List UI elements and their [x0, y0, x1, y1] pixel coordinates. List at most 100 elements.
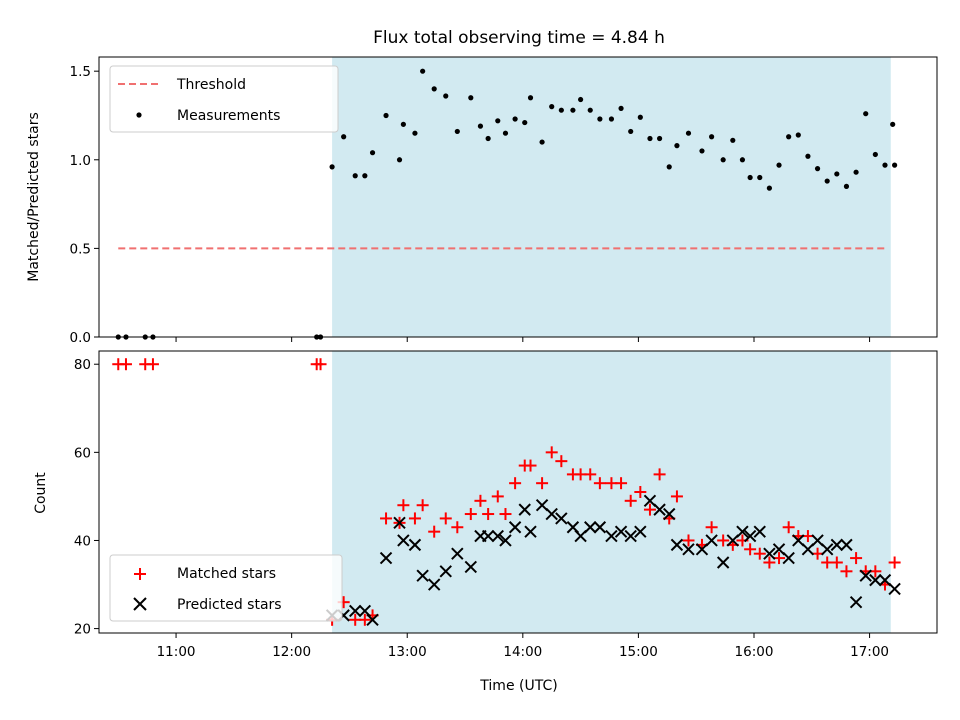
measurement-point: [396, 157, 403, 163]
x-axis-label: Time (UTC): [479, 678, 557, 694]
measurement-point: [352, 173, 358, 179]
measurement-point: [341, 134, 347, 140]
predicted-point: [743, 529, 757, 543]
top-ylabel: Matched/Predicted stars: [26, 112, 42, 282]
measurement-point: [685, 130, 692, 136]
predicted-point: [726, 534, 740, 547]
matched-point: [624, 494, 637, 507]
matched-point: [850, 552, 863, 565]
measurement-point: [699, 148, 705, 154]
predicted-point: [682, 543, 695, 556]
measurement-point: [786, 134, 792, 140]
predicted-point: [869, 573, 882, 587]
measurement-point: [539, 139, 545, 145]
predicted-point: [366, 613, 379, 626]
predicted-point: [772, 543, 786, 556]
measurement-point: [587, 107, 593, 113]
predicted-point: [584, 521, 597, 534]
y-tick-label: 0.5: [70, 241, 91, 257]
y-tick-label: 60: [74, 445, 91, 461]
matched-point: [397, 499, 410, 512]
matched-point: [380, 512, 393, 525]
predicted-point: [801, 543, 815, 556]
predicted-point: [840, 538, 853, 552]
measurement-point: [720, 157, 726, 163]
predicted-point: [888, 582, 901, 596]
measurement-point: [637, 114, 643, 120]
chart-title: Flux total observing time = 4.84 h: [373, 28, 665, 48]
top-legend: Threshold Measurements: [109, 65, 339, 133]
matched-point: [451, 521, 464, 534]
top-panel: 0.0 0.5 1.0 1.5 Matched/Predicted stars Thr…: [26, 56, 938, 346]
matched-point: [643, 503, 656, 516]
matched-point: [499, 508, 512, 521]
measurement-point: [618, 105, 624, 111]
matched-point: [653, 468, 666, 481]
predicted-point: [491, 529, 504, 543]
legend-matched-marker: [134, 568, 146, 580]
matched-point: [545, 446, 558, 459]
measurement-point: [485, 135, 491, 142]
predicted-point: [753, 525, 766, 538]
top-legend-frame: [109, 65, 339, 133]
matched-point: [763, 556, 776, 569]
measurement-point: [477, 123, 484, 129]
axes-frame: [98, 350, 938, 634]
x-tick-label: 16:00: [735, 644, 774, 660]
measurement-point: [890, 121, 896, 127]
matched-point: [358, 613, 371, 626]
predicted-point: [451, 547, 464, 560]
matched-point: [634, 486, 647, 498]
matched-point: [555, 455, 568, 468]
legend-threshold-label: Threshold: [176, 77, 246, 93]
predicted-point: [830, 538, 844, 552]
matched-point: [509, 477, 522, 490]
matched-point: [593, 477, 606, 490]
predicted-point: [524, 525, 537, 538]
measurement-point: [892, 162, 898, 168]
predicted-point: [643, 494, 657, 508]
x-tick-label: 15:00: [619, 644, 658, 660]
measurement-point: [597, 116, 603, 122]
matched-point: [416, 499, 429, 512]
bottom-ylabel: Count: [33, 472, 49, 514]
measurement-point: [747, 174, 753, 181]
predicted-point: [859, 569, 872, 582]
matched-point: [314, 358, 327, 371]
predicted-point: [663, 507, 676, 521]
legend-matched-label: Matched stars: [177, 566, 276, 582]
measurement-point: [843, 183, 850, 189]
axes-frame: [98, 56, 938, 338]
predicted-point: [792, 534, 805, 547]
matched-point: [744, 543, 757, 556]
predicted-point: [397, 534, 410, 547]
y-tick-label: 20: [74, 622, 91, 638]
measurement-point: [730, 137, 736, 143]
predicted-point: [849, 595, 863, 609]
measurement-point: [824, 178, 830, 184]
measurement-point: [628, 128, 634, 135]
predicted-point: [670, 538, 684, 552]
matched-point: [705, 521, 718, 534]
matched-point: [830, 556, 843, 569]
legend-measurements-marker: [136, 112, 142, 118]
bottom-legend-frame: [109, 554, 343, 622]
predicted-point: [535, 499, 549, 512]
y-tick-label: 80: [74, 357, 91, 373]
measurement-point: [757, 174, 763, 181]
bottom-panel: 20 40 60 80 11:00 12:00 13:00 14:00 15:00 16:00 17…: [33, 350, 938, 694]
matched-point: [888, 556, 901, 569]
measurement-point: [872, 151, 878, 158]
bottom-legend: Matched stars Predicted stars: [109, 554, 343, 622]
predicted-point: [481, 529, 495, 543]
predicted-point: [878, 573, 892, 587]
measurement-point: [443, 93, 449, 99]
predicted-point: [439, 565, 452, 578]
x-tick-label: 11:00: [157, 644, 196, 660]
measurement-point: [853, 169, 859, 175]
measurement-point: [739, 157, 746, 163]
measurement-point: [512, 116, 518, 122]
matched-point: [584, 468, 597, 481]
matched-point: [146, 358, 159, 371]
matched-point: [439, 512, 452, 525]
